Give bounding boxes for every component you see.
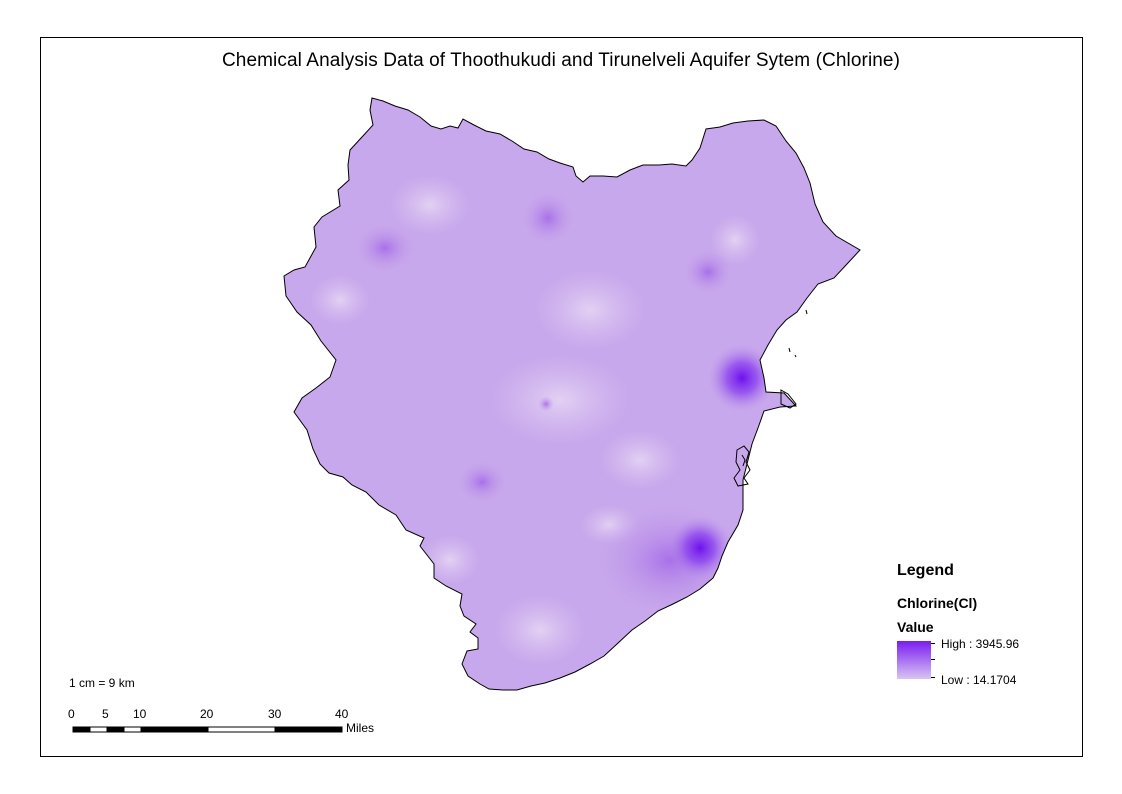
scale-bar [72,726,343,733]
scale-label-5: 5 [102,707,109,721]
legend-mid-tick [931,659,935,660]
legend-low-tick [931,677,935,678]
scale-label-40: 40 [335,707,349,721]
map-title: Chemical Analysis Data of Thoothukudi an… [221,50,901,71]
legend-high-tick [931,643,935,644]
interpolated-surface [284,98,860,690]
legend-field-name: Chlorine(Cl) [897,595,978,611]
legend-color-ramp [897,641,931,679]
scale-ratio: 1 cm = 9 km [69,676,135,690]
scale-unit: Miles [346,721,375,735]
region-outline [283,97,861,691]
coastal-islands [733,309,808,487]
scale-label-0: 0 [68,707,75,721]
legend-high-label: High : 3945.96 [941,637,1020,651]
scale-label-20: 20 [200,707,214,721]
scale-label-10: 10 [133,707,147,721]
legend-low-label: Low : 14.1704 [941,673,1017,687]
scale-label-30: 30 [268,707,282,721]
legend-value-label: Value [897,619,934,635]
legend-title: Legend [897,562,954,579]
